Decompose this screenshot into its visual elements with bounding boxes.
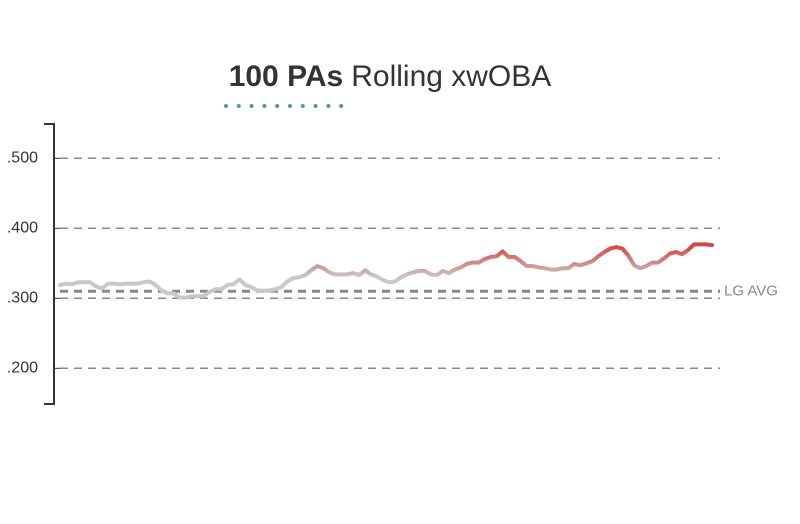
chart-title-group: 100 PAs Rolling xwOBA: [229, 60, 552, 93]
y-tick-label: .300: [7, 290, 38, 307]
y-tick-label: .500: [7, 150, 38, 167]
y-tick-label: .200: [7, 360, 38, 377]
league-average-label: LG AVG: [724, 282, 778, 299]
y-axis: [44, 123, 55, 405]
title-selector[interactable]: 100 PAs: [229, 60, 344, 93]
xwoba-line: [58, 242, 714, 300]
chart-title: Rolling xwOBA: [351, 60, 551, 93]
y-tick-label: .400: [7, 220, 38, 237]
